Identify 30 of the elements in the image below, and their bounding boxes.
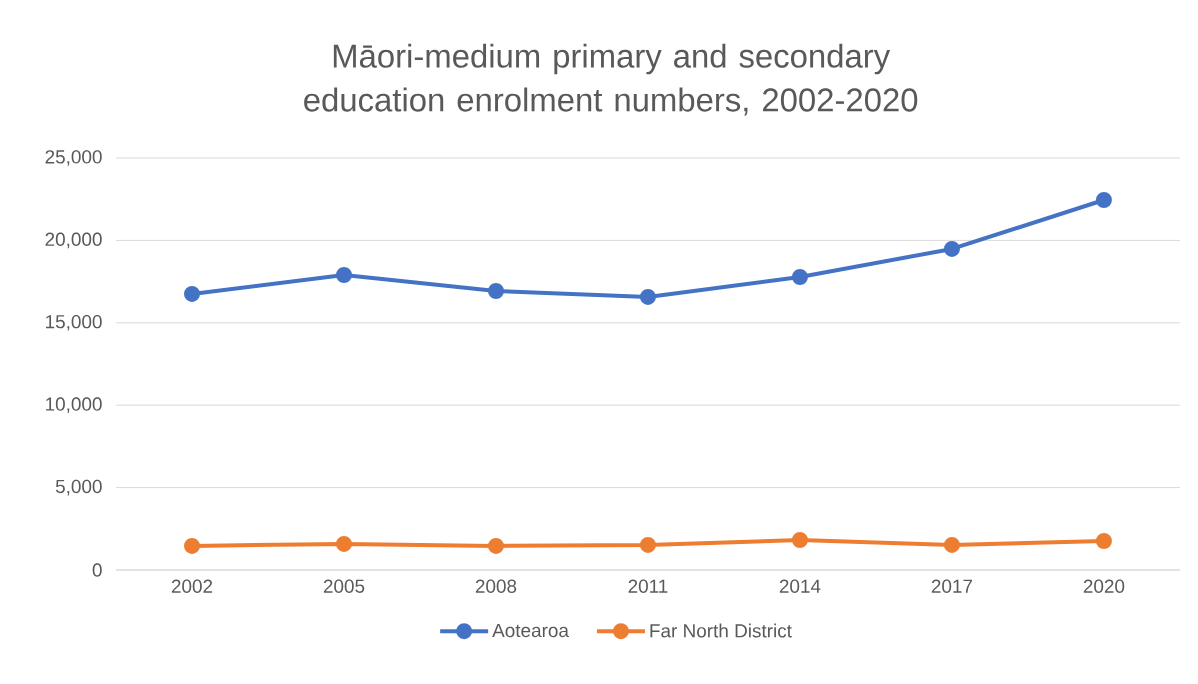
legend-label: Far North District bbox=[650, 623, 792, 638]
point bbox=[639, 536, 656, 553]
point bbox=[791, 531, 808, 548]
y-tick-label: 10,000 bbox=[46, 397, 102, 413]
point bbox=[1095, 192, 1112, 209]
x-tick-label: 2002 bbox=[171, 579, 213, 593]
x-tick-label: 2008 bbox=[475, 579, 517, 593]
x-tick-label: 2011 bbox=[628, 579, 668, 593]
x-tick-label: 2005 bbox=[323, 579, 365, 593]
x-tick-label: 2014 bbox=[779, 579, 821, 593]
point bbox=[487, 282, 504, 299]
y-tick-label: 15,000 bbox=[46, 314, 102, 331]
point bbox=[943, 240, 960, 257]
x-tick-label: 2020 bbox=[1083, 579, 1125, 593]
point bbox=[487, 537, 504, 554]
point bbox=[335, 266, 352, 283]
point bbox=[791, 268, 808, 285]
point bbox=[943, 536, 960, 553]
y-tick-label: 0 bbox=[92, 563, 102, 577]
point bbox=[1095, 532, 1112, 549]
legend-label: Aotearoa bbox=[492, 623, 569, 638]
y-tick-label: 20,000 bbox=[45, 232, 102, 249]
point bbox=[184, 285, 200, 302]
x-tick-label: 2017 bbox=[931, 579, 973, 593]
chart-title: Māori-medium primary and secondary education enrolment numbers, 2002-2020 bbox=[304, 43, 918, 116]
y-tick-label: 5,000 bbox=[55, 479, 102, 496]
point bbox=[335, 535, 352, 552]
point bbox=[639, 288, 656, 305]
y-tick-label: 25,000 bbox=[45, 150, 102, 166]
point bbox=[184, 537, 200, 554]
